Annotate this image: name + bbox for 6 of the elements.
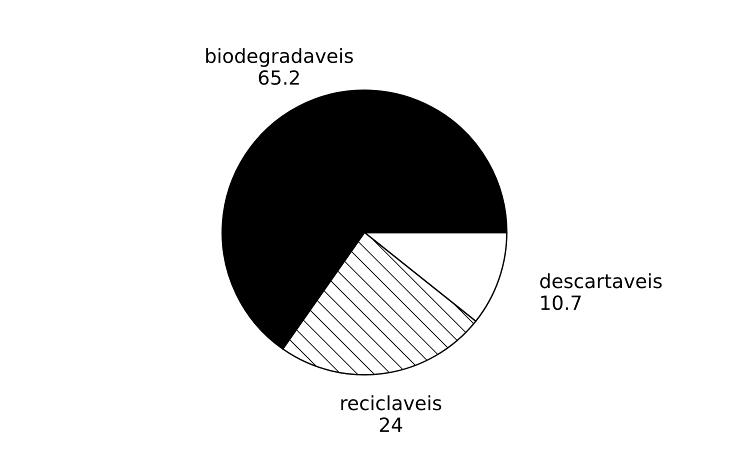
data-label: 24	[380, 417, 402, 432]
slice-label: reciclaveis	[341, 395, 442, 410]
slice-label: descartaveis	[540, 273, 662, 288]
data-label: 10.7	[541, 295, 581, 310]
slice-label: biodegradaveis	[206, 48, 353, 67]
data-label: 65.2	[258, 70, 299, 85]
